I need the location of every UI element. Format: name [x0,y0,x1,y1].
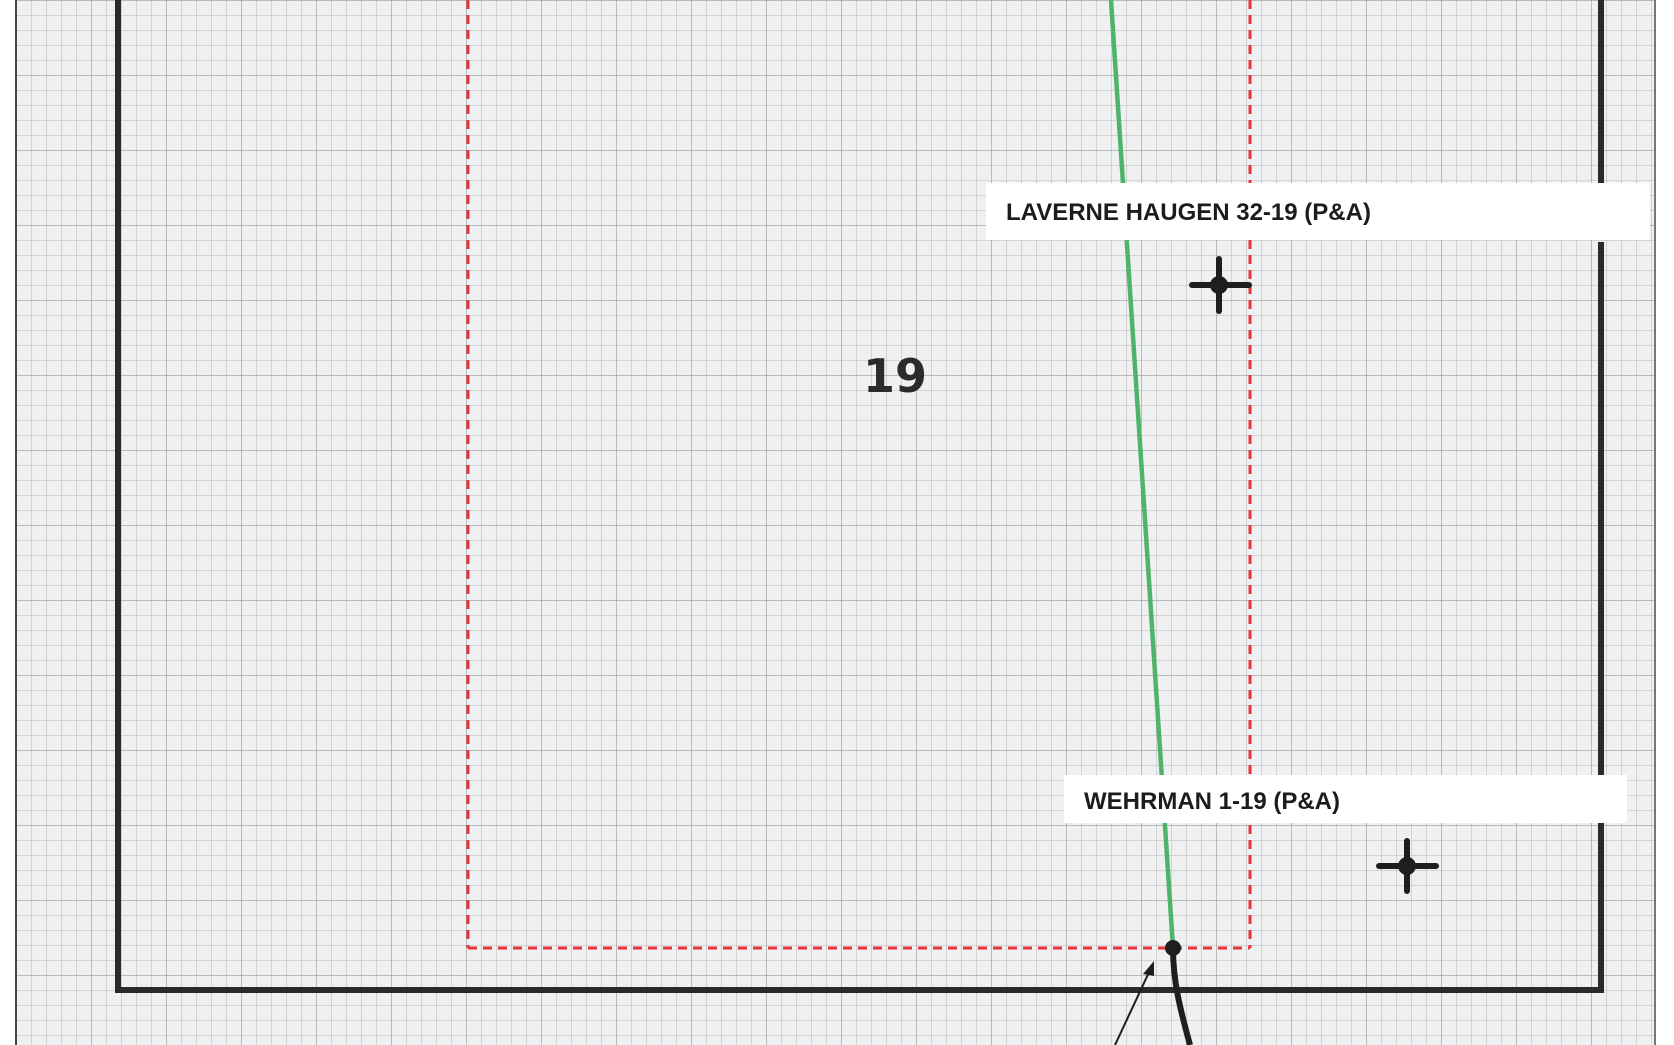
well-label-box [986,183,1650,240]
entry-point-marker [1165,940,1181,956]
leader-arrow [1114,961,1154,1045]
well-label-text: WEHRMAN 1-19 (P&A) [1084,788,1340,815]
section-number: 19 [863,349,927,403]
grid-coarse-lines [16,0,1656,1045]
setback-line [466,0,1252,950]
well-label-wehrman: WEHRMAN 1-19 (P&A) [1064,775,1627,823]
well-label-text: LAVERNE HAUGEN 32-19 (P&A) [1006,199,1371,226]
well-label-box [1064,775,1627,823]
well-label-laverne-haugen: LAVERNE HAUGEN 32-19 (P&A) [986,183,1650,240]
plugged-abandoned-well-icon [1376,838,1439,894]
surface-hole-path [1170,947,1193,1045]
plugged-abandoned-well-icon [1189,256,1252,314]
section-boundary [115,0,1604,993]
